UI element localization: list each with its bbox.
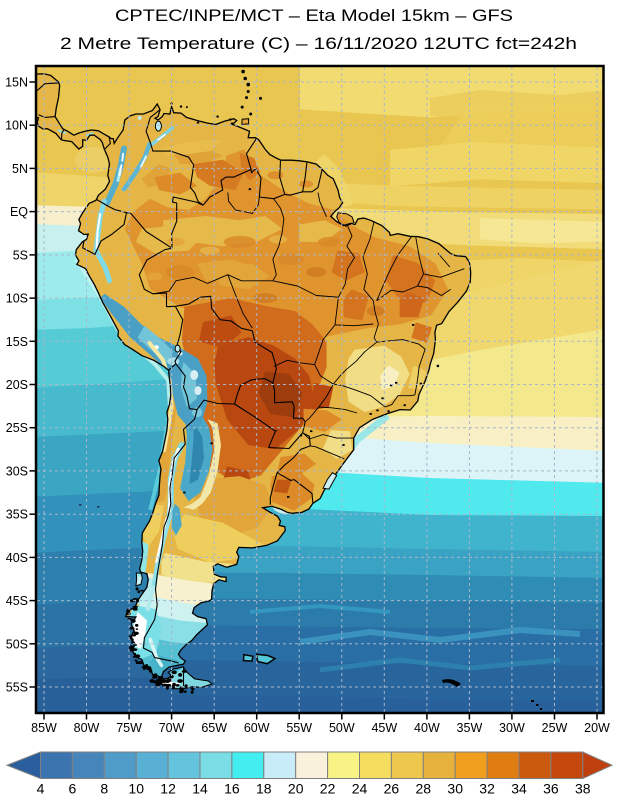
svg-text:50S: 50S <box>6 637 28 651</box>
svg-text:25W: 25W <box>542 721 568 735</box>
svg-text:5S: 5S <box>13 248 28 262</box>
svg-text:45S: 45S <box>6 594 28 608</box>
svg-text:45W: 45W <box>371 721 397 735</box>
svg-text:30: 30 <box>447 781 463 797</box>
svg-text:40W: 40W <box>414 721 440 735</box>
svg-text:10S: 10S <box>6 292 28 306</box>
svg-text:50W: 50W <box>329 721 355 735</box>
svg-text:5N: 5N <box>12 162 28 176</box>
svg-text:8: 8 <box>100 781 108 797</box>
svg-text:26: 26 <box>384 781 400 797</box>
svg-text:60W: 60W <box>244 721 270 735</box>
svg-text:22: 22 <box>320 781 336 797</box>
svg-text:35S: 35S <box>6 508 28 522</box>
svg-text:10N: 10N <box>5 119 28 133</box>
svg-text:20S: 20S <box>6 378 28 392</box>
svg-text:25S: 25S <box>6 421 28 435</box>
svg-text:18: 18 <box>256 781 272 797</box>
svg-text:80W: 80W <box>74 721 100 735</box>
svg-text:4: 4 <box>37 781 45 797</box>
svg-text:20W: 20W <box>584 721 610 735</box>
svg-text:36: 36 <box>543 781 559 797</box>
svg-text:14: 14 <box>192 781 208 797</box>
svg-text:34: 34 <box>511 781 527 797</box>
svg-text:30W: 30W <box>499 721 525 735</box>
svg-text:32: 32 <box>479 781 495 797</box>
svg-text:55S: 55S <box>6 681 28 695</box>
svg-text:70W: 70W <box>159 721 185 735</box>
svg-text:85W: 85W <box>31 721 57 735</box>
svg-text:2 Metre Temperature (C) – 16/1: 2 Metre Temperature (C) – 16/11/2020 12U… <box>60 34 577 53</box>
svg-text:EQ: EQ <box>10 205 28 219</box>
svg-text:75W: 75W <box>116 721 142 735</box>
svg-text:12: 12 <box>160 781 176 797</box>
svg-text:10: 10 <box>128 781 144 797</box>
svg-text:40S: 40S <box>6 551 28 565</box>
svg-text:24: 24 <box>352 781 368 797</box>
svg-text:15N: 15N <box>5 76 28 90</box>
svg-text:28: 28 <box>416 781 432 797</box>
svg-text:6: 6 <box>69 781 77 797</box>
svg-text:15S: 15S <box>6 335 28 349</box>
svg-text:65W: 65W <box>201 721 227 735</box>
svg-text:16: 16 <box>224 781 240 797</box>
svg-text:55W: 55W <box>286 721 312 735</box>
svg-text:38: 38 <box>575 781 591 797</box>
svg-text:20: 20 <box>288 781 304 797</box>
svg-text:30S: 30S <box>6 464 28 478</box>
svg-text:CPTEC/INPE/MCT – Eta Model 15: CPTEC/INPE/MCT – Eta Model 15km – GFS <box>115 6 513 25</box>
svg-text:35W: 35W <box>457 721 483 735</box>
